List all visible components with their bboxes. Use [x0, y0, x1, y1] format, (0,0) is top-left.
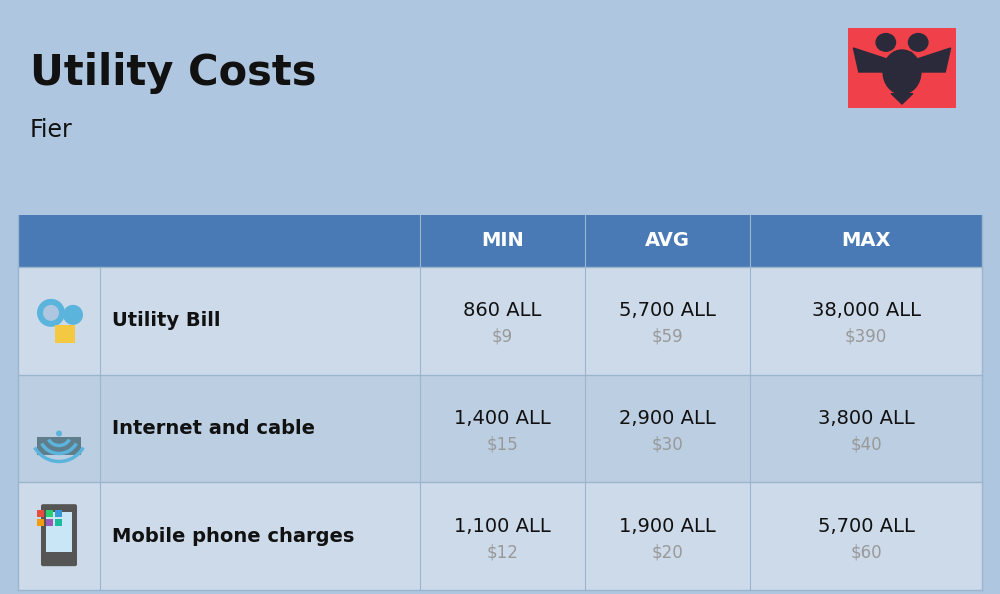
- Text: $30: $30: [652, 435, 683, 453]
- Text: 3,800 ALL: 3,800 ALL: [818, 409, 914, 428]
- Bar: [55, 519, 62, 526]
- Text: $40: $40: [850, 435, 882, 453]
- Bar: [18, 375, 982, 482]
- Polygon shape: [902, 48, 951, 72]
- Text: AVG: AVG: [645, 232, 690, 251]
- Bar: [46, 519, 53, 526]
- Ellipse shape: [908, 34, 928, 51]
- Text: 2,900 ALL: 2,900 ALL: [619, 409, 716, 428]
- Text: Mobile phone charges: Mobile phone charges: [112, 527, 354, 546]
- Bar: [37, 510, 44, 517]
- Ellipse shape: [883, 50, 921, 94]
- Ellipse shape: [876, 34, 896, 51]
- Bar: [46, 512, 72, 552]
- Text: $12: $12: [487, 543, 518, 561]
- Text: 1,900 ALL: 1,900 ALL: [619, 517, 716, 536]
- Text: $9: $9: [492, 328, 513, 346]
- FancyBboxPatch shape: [41, 504, 77, 566]
- Text: Internet and cable: Internet and cable: [112, 419, 315, 438]
- Text: MIN: MIN: [481, 232, 524, 251]
- Bar: [55, 510, 62, 517]
- Ellipse shape: [56, 431, 62, 437]
- Bar: [46, 510, 53, 517]
- Polygon shape: [891, 94, 913, 104]
- Text: 1,400 ALL: 1,400 ALL: [454, 409, 551, 428]
- Text: $15: $15: [487, 435, 518, 453]
- Text: 🦅: 🦅: [890, 49, 914, 87]
- Bar: [37, 437, 81, 454]
- Bar: [37, 519, 44, 526]
- Text: $59: $59: [652, 328, 683, 346]
- Bar: [18, 482, 982, 590]
- Text: Utility Bill: Utility Bill: [112, 311, 220, 330]
- Text: Fier: Fier: [30, 118, 73, 142]
- Text: $390: $390: [845, 328, 887, 346]
- Text: MAX: MAX: [841, 232, 891, 251]
- Text: Utility Costs: Utility Costs: [30, 52, 316, 94]
- Bar: [18, 267, 982, 375]
- Text: 5,700 ALL: 5,700 ALL: [619, 301, 716, 320]
- Bar: [55, 325, 75, 343]
- Text: $20: $20: [652, 543, 683, 561]
- Ellipse shape: [37, 299, 65, 327]
- Text: 860 ALL: 860 ALL: [463, 301, 542, 320]
- Text: $60: $60: [850, 543, 882, 561]
- Text: 38,000 ALL: 38,000 ALL: [812, 301, 920, 320]
- Polygon shape: [853, 48, 902, 72]
- Ellipse shape: [63, 305, 83, 325]
- Bar: [848, 28, 956, 108]
- Bar: [18, 215, 982, 267]
- Text: 1,100 ALL: 1,100 ALL: [454, 517, 551, 536]
- Ellipse shape: [43, 305, 59, 321]
- Text: 5,700 ALL: 5,700 ALL: [818, 517, 914, 536]
